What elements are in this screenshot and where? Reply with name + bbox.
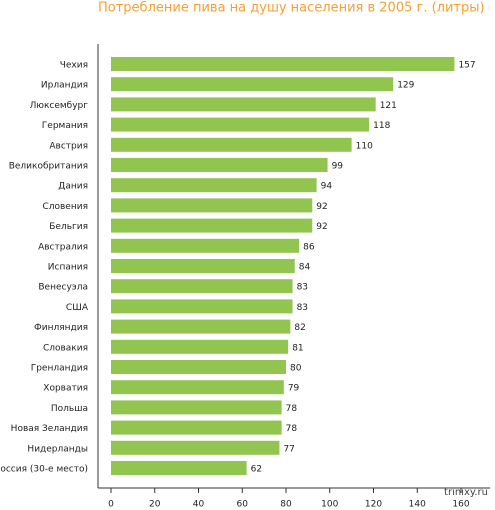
bar [111,158,328,172]
y-tick-label: Словакия [43,343,88,353]
y-tick-label: Венесуэла [38,283,88,293]
bar [111,259,295,273]
x-tick-label: 60 [237,500,249,510]
bar [111,57,455,71]
y-tick-label: Люксембург [30,101,89,111]
value-label: 129 [397,81,414,91]
y-tick-label: Австралия [38,242,88,252]
bar [111,117,370,132]
bar [111,440,280,455]
bar [111,380,284,395]
y-tick-label: Испания [48,263,88,273]
bar [111,299,293,314]
value-label: 83 [297,303,308,313]
bar [111,77,394,92]
y-tick-label: Финляндия [34,323,88,333]
value-label: 84 [299,263,311,273]
x-tick-label: 160 [452,500,469,510]
x-tick-label: 120 [365,500,382,510]
y-tick-label: Дания [58,182,88,192]
value-label: 118 [373,121,390,131]
y-tick-label: Австрия [49,141,88,151]
value-label: 92 [316,202,327,212]
bar [111,339,289,354]
value-label: 94 [321,182,333,192]
value-label: 78 [286,424,298,434]
value-label: 77 [283,444,294,454]
y-tick-label: Нидерланды [27,444,88,454]
y-tick-label: Словения [42,202,88,212]
bar [111,137,352,152]
watermark: trinixy.ru [444,487,488,498]
x-tick-label: 0 [108,500,114,510]
y-tick-label: Чехия [60,61,88,71]
bar [111,360,286,374]
value-label: 80 [290,364,302,374]
y-tick-label: Ирландия [41,81,88,91]
x-tick-label: 140 [409,500,426,510]
y-tick-label: Хорватия [43,384,88,394]
bar [111,319,291,334]
bar [111,279,293,294]
value-label: 86 [303,242,315,252]
value-label: 79 [288,384,300,394]
value-label: 157 [458,61,475,71]
x-tick-label: 20 [149,500,161,510]
y-tick-label: Новая Зеландия [11,424,88,434]
value-label: 99 [332,162,344,172]
bar [111,420,282,435]
y-tick-label: Польша [51,404,88,414]
bar [111,238,300,253]
x-tick-label: 40 [193,500,205,510]
y-tick-label: Гренландия [31,364,88,374]
y-tick-label: США [66,303,89,313]
x-tick-label: 100 [321,500,338,510]
y-tick-label: Бельгия [49,222,88,232]
value-label: 121 [380,101,397,111]
bar [111,461,247,475]
y-tick-label: Германия [42,121,88,131]
value-label: 82 [294,323,305,333]
chart-title: Потребление пива на душу населения в 200… [98,1,485,16]
bar [111,218,313,233]
value-label: 81 [292,343,303,353]
bar [111,178,317,193]
x-tick-label: 80 [280,500,292,510]
bar [111,400,282,415]
bar [111,97,376,112]
value-label: 92 [316,222,327,232]
y-tick-label: Великобритания [9,162,88,172]
value-label: 78 [286,404,298,414]
bar [111,198,313,213]
value-label: 83 [297,283,308,293]
value-label: 110 [356,141,373,151]
value-label: 62 [251,465,262,475]
y-tick-label: Россия (30-е место) [0,465,88,475]
